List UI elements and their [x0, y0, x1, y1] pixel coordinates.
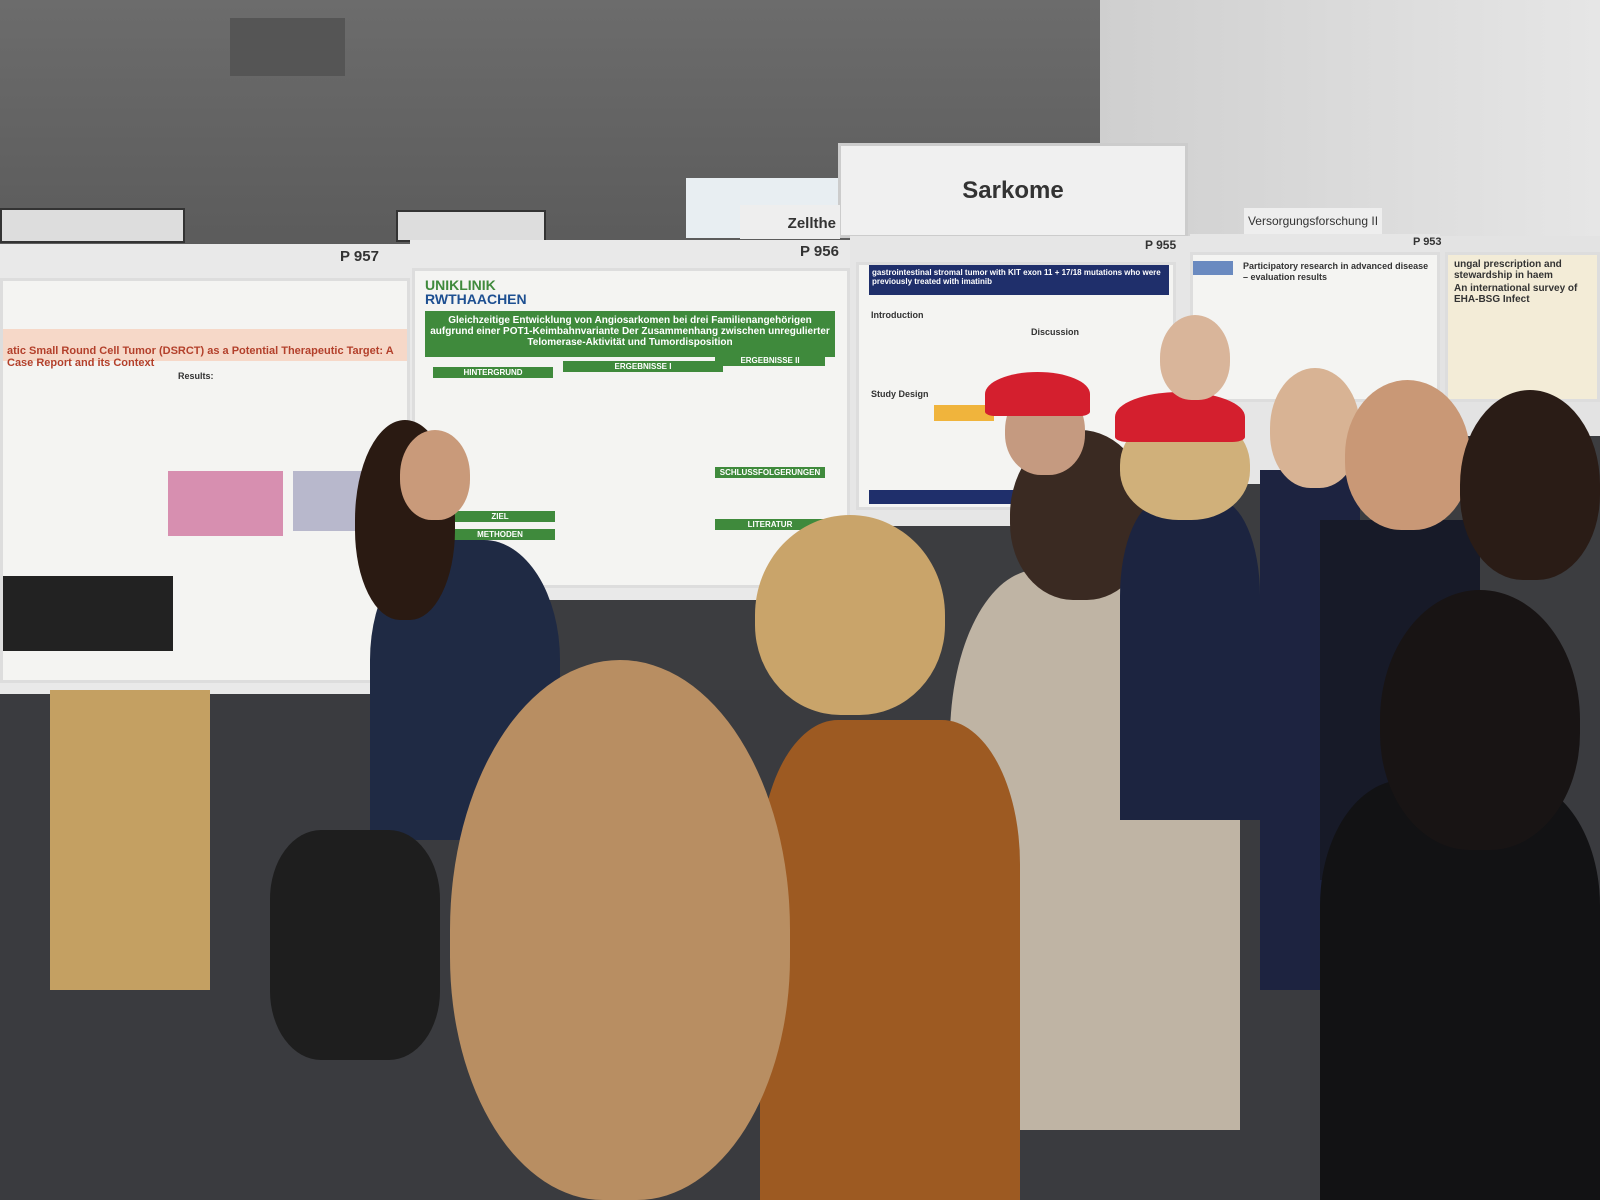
poster-subtitle: An international survey of EHA-BSG Infec… [1454, 283, 1578, 305]
red-cap [985, 372, 1090, 416]
poster-number: P 957 [340, 248, 379, 265]
section-heading: Discussion [1031, 327, 1080, 337]
poster-title: Participatory research in advanced disea… [1243, 261, 1429, 282]
poster-title: atic Small Round Cell Tumor (DSRCT) as a… [3, 329, 407, 369]
logo [1193, 261, 1233, 275]
screen [0, 208, 185, 243]
poster: atic Small Round Cell Tumor (DSRCT) as a… [0, 278, 410, 683]
person [760, 720, 1020, 1200]
section-sign: Zellthe [740, 205, 840, 239]
section-heading: Study Design [871, 389, 929, 399]
poster: UNIKLINIK RWTHAACHEN Gleichzeitige Entwi… [412, 268, 850, 588]
logo: RWTHAACHEN [425, 291, 527, 307]
section-heading: ERGEBNISSE I [563, 361, 723, 372]
head [755, 515, 945, 715]
vent [230, 18, 345, 76]
head [1160, 315, 1230, 400]
ct-image [3, 576, 173, 651]
face [400, 430, 470, 520]
coat [270, 830, 440, 1060]
section-heading: SCHLUSSFOLGERUNGEN [715, 467, 825, 478]
poster-number: P 955 [1145, 238, 1177, 252]
person [1320, 780, 1600, 1200]
figure [934, 405, 994, 421]
poster-title: gastrointestinal stromal tumor with KIT … [869, 265, 1169, 295]
section-sign: Sarkome [838, 143, 1188, 238]
person [1120, 500, 1260, 820]
head [450, 660, 790, 1200]
screen [396, 210, 546, 242]
logo: UNIKLINIK [425, 277, 496, 293]
poster-title: Gleichzeitige Entwicklung von Angiosarko… [425, 311, 835, 357]
head [1460, 390, 1600, 580]
head [1380, 590, 1580, 850]
histology-image [293, 471, 363, 531]
person [50, 690, 210, 990]
poster-title: ungal prescription and stewardship in ha… [1454, 259, 1562, 281]
red-cap [1115, 392, 1245, 442]
section-sign: Versorgungsforschung II [1244, 208, 1382, 236]
poster-number: P 956 [800, 243, 839, 260]
section-heading: ERGEBNISSE II [715, 355, 825, 366]
poster-label: Results: [178, 371, 214, 381]
section-heading: HINTERGRUND [433, 367, 553, 378]
poster-number: P 953 [1413, 236, 1442, 248]
head [1345, 380, 1470, 530]
section-heading: LITERATUR [715, 519, 825, 530]
section-heading: Introduction [871, 310, 924, 320]
histology-image [168, 471, 283, 536]
poster: ungal prescription and stewardship in ha… [1445, 252, 1600, 402]
section-heading: METHODEN [445, 529, 555, 540]
section-heading: ZIEL [445, 511, 555, 522]
